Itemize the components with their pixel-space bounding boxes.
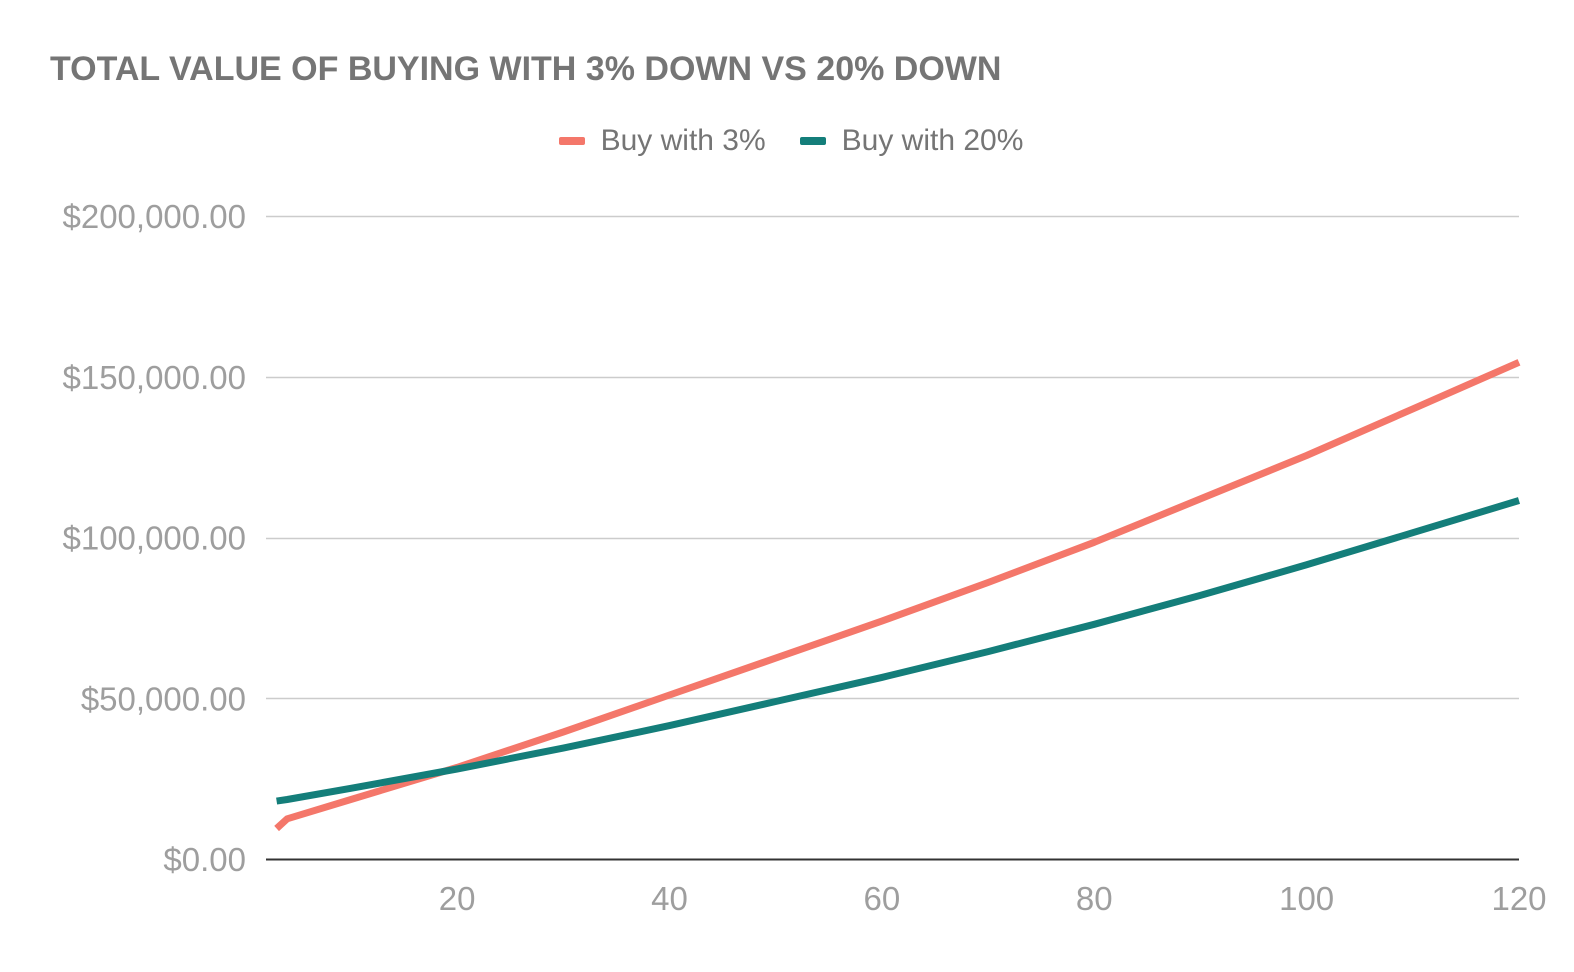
x-tick-label: 100 [1279,880,1334,917]
chart-title: TOTAL VALUE OF BUYING WITH 3% DOWN VS 20… [50,50,1002,88]
legend-label-series-2: Buy with 20% [841,124,1024,157]
series-line-1[interactable] [274,359,1521,832]
legend-item-series-1[interactable]: Buy with 3% [558,124,766,158]
gridlines [266,215,1519,861]
series-lines [274,359,1521,832]
y-tick-label: $200,000.00 [62,198,246,235]
y-tick-label: $50,000.00 [81,680,246,717]
legend-swatch-series-2 [799,137,826,145]
x-tick-label: 40 [651,880,688,917]
x-tick-label: 20 [439,880,476,917]
y-tick-label: $100,000.00 [62,520,246,557]
legend-item-series-2[interactable]: Buy with 20% [799,124,1024,158]
y-tick-label: $150,000.00 [62,359,246,396]
legend-label-series-1: Buy with 3% [600,124,766,157]
x-tick-label: 60 [864,880,901,917]
series-line-2[interactable] [276,497,1521,805]
x-tick-label: 80 [1076,880,1113,917]
y-axis-ticks: $0.00 $50,000.00 $100,000.00 $150,000.00 $20… [62,198,246,878]
x-tick-label: 120 [1491,880,1546,917]
chart-legend: Buy with 3% Buy with 20% [0,124,1574,158]
legend-swatch-series-1 [558,137,585,145]
y-tick-label: $0.00 [163,841,246,878]
x-axis-ticks: 20 40 60 80 100 120 [439,880,1547,917]
